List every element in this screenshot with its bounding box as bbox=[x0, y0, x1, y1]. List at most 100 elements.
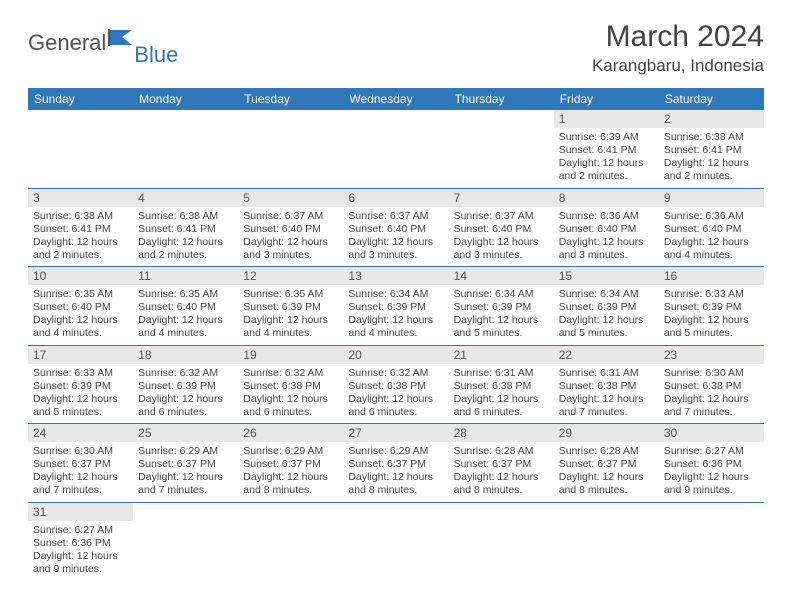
day-details: Sunrise: 6:38 AMSunset: 6:41 PMDaylight:… bbox=[28, 207, 133, 267]
day-details: Sunrise: 6:28 AMSunset: 6:37 PMDaylight:… bbox=[554, 442, 659, 502]
calendar-cell bbox=[659, 502, 764, 580]
day-line: Sunset: 6:37 PM bbox=[559, 458, 654, 471]
day-number: 4 bbox=[133, 189, 238, 207]
day-line: Daylight: 12 hours bbox=[348, 393, 443, 406]
calendar-cell: 31Sunrise: 6:27 AMSunset: 6:36 PMDayligh… bbox=[28, 502, 133, 580]
day-line: and 5 minutes. bbox=[454, 327, 549, 340]
day-line: Sunset: 6:39 PM bbox=[348, 301, 443, 314]
day-line: Sunset: 6:38 PM bbox=[664, 380, 759, 393]
calendar-cell: 21Sunrise: 6:31 AMSunset: 6:38 PMDayligh… bbox=[449, 345, 554, 424]
calendar-week: 10Sunrise: 6:35 AMSunset: 6:40 PMDayligh… bbox=[28, 267, 764, 346]
day-details: Sunrise: 6:34 AMSunset: 6:39 PMDaylight:… bbox=[554, 285, 659, 345]
day-line: Sunrise: 6:29 AM bbox=[348, 445, 443, 458]
day-line: and 2 minutes. bbox=[138, 249, 233, 262]
day-number: 20 bbox=[343, 346, 448, 364]
calendar-cell: 12Sunrise: 6:35 AMSunset: 6:39 PMDayligh… bbox=[238, 267, 343, 346]
day-number: 31 bbox=[28, 503, 133, 521]
day-details: Sunrise: 6:37 AMSunset: 6:40 PMDaylight:… bbox=[343, 207, 448, 267]
day-line: and 7 minutes. bbox=[559, 406, 654, 419]
day-line: Sunset: 6:37 PM bbox=[33, 458, 128, 471]
day-number: 29 bbox=[554, 424, 659, 442]
calendar-week: 17Sunrise: 6:33 AMSunset: 6:39 PMDayligh… bbox=[28, 345, 764, 424]
day-details: Sunrise: 6:34 AMSunset: 6:39 PMDaylight:… bbox=[449, 285, 554, 345]
day-line: Daylight: 12 hours bbox=[664, 314, 759, 327]
calendar-cell: 13Sunrise: 6:34 AMSunset: 6:39 PMDayligh… bbox=[343, 267, 448, 346]
day-number: 8 bbox=[554, 189, 659, 207]
calendar-cell: 5Sunrise: 6:37 AMSunset: 6:40 PMDaylight… bbox=[238, 188, 343, 267]
day-details: Sunrise: 6:29 AMSunset: 6:37 PMDaylight:… bbox=[133, 442, 238, 502]
day-details: Sunrise: 6:29 AMSunset: 6:37 PMDaylight:… bbox=[238, 442, 343, 502]
day-number: 21 bbox=[449, 346, 554, 364]
day-line: Sunrise: 6:31 AM bbox=[454, 367, 549, 380]
calendar-cell: 4Sunrise: 6:38 AMSunset: 6:41 PMDaylight… bbox=[133, 188, 238, 267]
day-number: 26 bbox=[238, 424, 343, 442]
weekday-header: Monday bbox=[133, 88, 238, 110]
day-number: 3 bbox=[28, 189, 133, 207]
calendar-cell bbox=[133, 502, 238, 580]
day-line: Daylight: 12 hours bbox=[559, 236, 654, 249]
day-number: 22 bbox=[554, 346, 659, 364]
day-details: Sunrise: 6:35 AMSunset: 6:40 PMDaylight:… bbox=[133, 285, 238, 345]
day-line: Sunrise: 6:29 AM bbox=[243, 445, 338, 458]
day-line: Daylight: 12 hours bbox=[559, 471, 654, 484]
brand-logo: General Blue bbox=[28, 20, 180, 56]
calendar-cell: 8Sunrise: 6:36 AMSunset: 6:40 PMDaylight… bbox=[554, 188, 659, 267]
day-line: Sunrise: 6:30 AM bbox=[664, 367, 759, 380]
day-line: and 2 minutes. bbox=[33, 249, 128, 262]
weekday-header: Wednesday bbox=[343, 88, 448, 110]
day-line: Sunrise: 6:34 AM bbox=[348, 288, 443, 301]
day-line: Sunset: 6:38 PM bbox=[559, 380, 654, 393]
day-line: Daylight: 12 hours bbox=[664, 393, 759, 406]
day-details: Sunrise: 6:35 AMSunset: 6:39 PMDaylight:… bbox=[238, 285, 343, 345]
day-number: 19 bbox=[238, 346, 343, 364]
weekday-header: Sunday bbox=[28, 88, 133, 110]
day-number: 1 bbox=[554, 110, 659, 128]
calendar-cell bbox=[238, 502, 343, 580]
day-line: Sunset: 6:39 PM bbox=[138, 380, 233, 393]
day-line: Sunset: 6:41 PM bbox=[559, 144, 654, 157]
day-line: Daylight: 12 hours bbox=[664, 471, 759, 484]
day-line: Daylight: 12 hours bbox=[664, 157, 759, 170]
day-line: Daylight: 12 hours bbox=[138, 393, 233, 406]
day-line: Sunrise: 6:30 AM bbox=[33, 445, 128, 458]
day-line: Daylight: 12 hours bbox=[348, 471, 443, 484]
day-line: Daylight: 12 hours bbox=[33, 471, 128, 484]
day-line: Sunset: 6:38 PM bbox=[454, 380, 549, 393]
day-line: and 3 minutes. bbox=[348, 249, 443, 262]
day-line: Sunset: 6:40 PM bbox=[348, 223, 443, 236]
day-line: Sunrise: 6:32 AM bbox=[138, 367, 233, 380]
day-line: and 4 minutes. bbox=[664, 249, 759, 262]
day-line: Sunrise: 6:38 AM bbox=[33, 210, 128, 223]
day-number: 17 bbox=[28, 346, 133, 364]
day-line: and 7 minutes. bbox=[138, 484, 233, 497]
day-line: and 6 minutes. bbox=[243, 406, 338, 419]
day-line: and 6 minutes. bbox=[454, 406, 549, 419]
calendar-week: 1Sunrise: 6:39 AMSunset: 6:41 PMDaylight… bbox=[28, 110, 764, 188]
calendar-cell: 18Sunrise: 6:32 AMSunset: 6:39 PMDayligh… bbox=[133, 345, 238, 424]
day-line: Sunset: 6:39 PM bbox=[664, 301, 759, 314]
day-line: Daylight: 12 hours bbox=[243, 393, 338, 406]
day-number: 9 bbox=[659, 189, 764, 207]
day-line: Sunrise: 6:36 AM bbox=[664, 210, 759, 223]
day-number: 6 bbox=[343, 189, 448, 207]
day-number: 13 bbox=[343, 267, 448, 285]
day-number: 23 bbox=[659, 346, 764, 364]
day-line: Sunset: 6:39 PM bbox=[33, 380, 128, 393]
weekday-header-row: SundayMondayTuesdayWednesdayThursdayFrid… bbox=[28, 88, 764, 110]
day-number: 16 bbox=[659, 267, 764, 285]
calendar-cell: 9Sunrise: 6:36 AMSunset: 6:40 PMDaylight… bbox=[659, 188, 764, 267]
day-details: Sunrise: 6:37 AMSunset: 6:40 PMDaylight:… bbox=[449, 207, 554, 267]
calendar-cell: 10Sunrise: 6:35 AMSunset: 6:40 PMDayligh… bbox=[28, 267, 133, 346]
day-line: Sunset: 6:40 PM bbox=[454, 223, 549, 236]
day-line: Sunrise: 6:37 AM bbox=[348, 210, 443, 223]
day-line: and 4 minutes. bbox=[33, 327, 128, 340]
day-line: and 7 minutes. bbox=[664, 406, 759, 419]
calendar-cell: 24Sunrise: 6:30 AMSunset: 6:37 PMDayligh… bbox=[28, 424, 133, 503]
day-line: Sunrise: 6:36 AM bbox=[559, 210, 654, 223]
day-details: Sunrise: 6:31 AMSunset: 6:38 PMDaylight:… bbox=[449, 364, 554, 424]
calendar-cell: 3Sunrise: 6:38 AMSunset: 6:41 PMDaylight… bbox=[28, 188, 133, 267]
day-number: 15 bbox=[554, 267, 659, 285]
day-number: 2 bbox=[659, 110, 764, 128]
day-line: and 4 minutes. bbox=[138, 327, 233, 340]
day-line: and 5 minutes. bbox=[559, 327, 654, 340]
